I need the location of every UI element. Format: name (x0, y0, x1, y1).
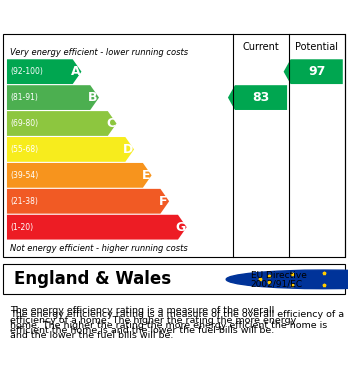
Text: Current: Current (243, 42, 279, 52)
Text: (1-20): (1-20) (10, 222, 33, 232)
Text: C: C (106, 117, 115, 130)
Text: Potential: Potential (295, 42, 338, 52)
Text: The energy efficiency rating is a measure of the overall
efficiency of a home. T: The energy efficiency rating is a measur… (10, 305, 297, 335)
Text: 83: 83 (252, 91, 270, 104)
Text: G: G (176, 221, 186, 234)
Text: Energy Efficiency Rating: Energy Efficiency Rating (10, 7, 220, 22)
Text: The energy efficiency rating is a measure of the overall efficiency of a home. T: The energy efficiency rating is a measur… (10, 310, 345, 340)
Text: (69-80): (69-80) (10, 119, 39, 128)
Text: Very energy efficient - lower running costs: Very energy efficient - lower running co… (10, 48, 189, 57)
Text: D: D (123, 143, 133, 156)
Polygon shape (7, 189, 169, 213)
Polygon shape (7, 111, 117, 136)
Text: (92-100): (92-100) (10, 67, 43, 76)
Text: A: A (71, 65, 80, 78)
Polygon shape (7, 137, 134, 162)
Text: 2002/91/EC: 2002/91/EC (251, 280, 303, 289)
Text: E: E (141, 169, 150, 182)
Polygon shape (7, 59, 81, 84)
Text: (55-68): (55-68) (10, 145, 39, 154)
Text: EU Directive: EU Directive (251, 271, 307, 280)
Text: (39-54): (39-54) (10, 171, 39, 180)
Text: (21-38): (21-38) (10, 197, 38, 206)
Text: (81-91): (81-91) (10, 93, 38, 102)
Polygon shape (7, 85, 99, 110)
Polygon shape (7, 163, 152, 188)
Polygon shape (284, 59, 343, 84)
Polygon shape (228, 85, 287, 110)
Text: F: F (159, 195, 167, 208)
Text: England & Wales: England & Wales (14, 270, 171, 289)
Text: B: B (88, 91, 98, 104)
Circle shape (226, 270, 348, 289)
Text: 97: 97 (308, 65, 325, 78)
Text: Not energy efficient - higher running costs: Not energy efficient - higher running co… (10, 244, 188, 253)
Polygon shape (7, 215, 187, 240)
